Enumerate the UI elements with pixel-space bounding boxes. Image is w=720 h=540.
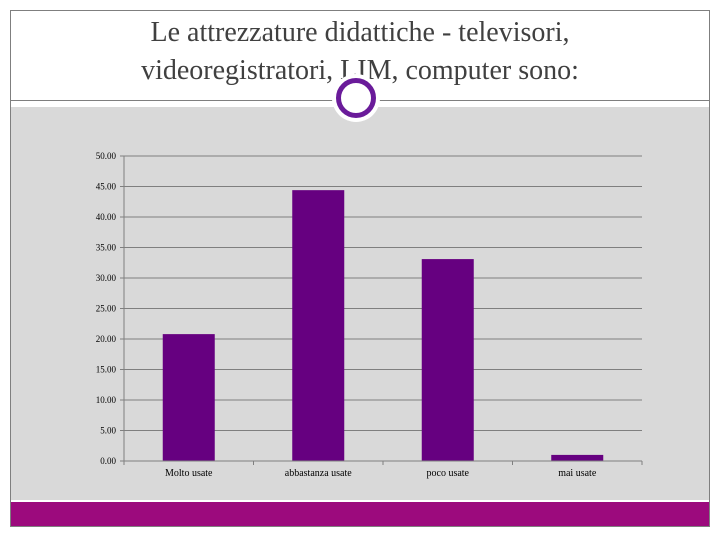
x-category-label: abbastanza usate bbox=[285, 468, 352, 479]
y-tick-label: 25.00 bbox=[96, 304, 117, 314]
y-tick-label: 45.00 bbox=[96, 182, 117, 192]
axes bbox=[123, 156, 643, 465]
y-tick-labels: 0.00 5.00 10.00 15.00 20.00 25.00 30.00 35.00 40… bbox=[96, 151, 117, 466]
decorative-circle-icon bbox=[336, 78, 376, 118]
x-category-label: Molto usate bbox=[165, 468, 213, 479]
y-tick-label: 35.00 bbox=[96, 243, 117, 253]
x-category-labels: Molto usate abbastanza usate poco usate mai… bbox=[165, 468, 597, 479]
bar bbox=[421, 259, 474, 461]
chart-background-panel bbox=[11, 107, 709, 500]
y-tick-label: 5.00 bbox=[100, 426, 116, 436]
bar bbox=[551, 454, 604, 461]
y-tick-label: 20.00 bbox=[96, 334, 117, 344]
slide-title-line-1: Le attrezzature didattiche - televisori, bbox=[150, 17, 570, 48]
x-category-label: mai usate bbox=[558, 468, 597, 479]
bar bbox=[162, 334, 215, 461]
y-tick-label: 40.00 bbox=[96, 212, 117, 222]
x-category-label: poco usate bbox=[427, 468, 470, 479]
bars bbox=[162, 190, 604, 461]
footer-bar bbox=[11, 502, 709, 526]
bar bbox=[292, 190, 345, 461]
y-tick-label: 0.00 bbox=[100, 456, 116, 466]
y-tick-label: 10.00 bbox=[96, 395, 117, 405]
y-tick-label: 50.00 bbox=[96, 151, 117, 161]
y-tick-label: 30.00 bbox=[96, 273, 117, 283]
y-tick-label: 15.00 bbox=[96, 365, 117, 375]
slide-frame bbox=[10, 10, 710, 527]
